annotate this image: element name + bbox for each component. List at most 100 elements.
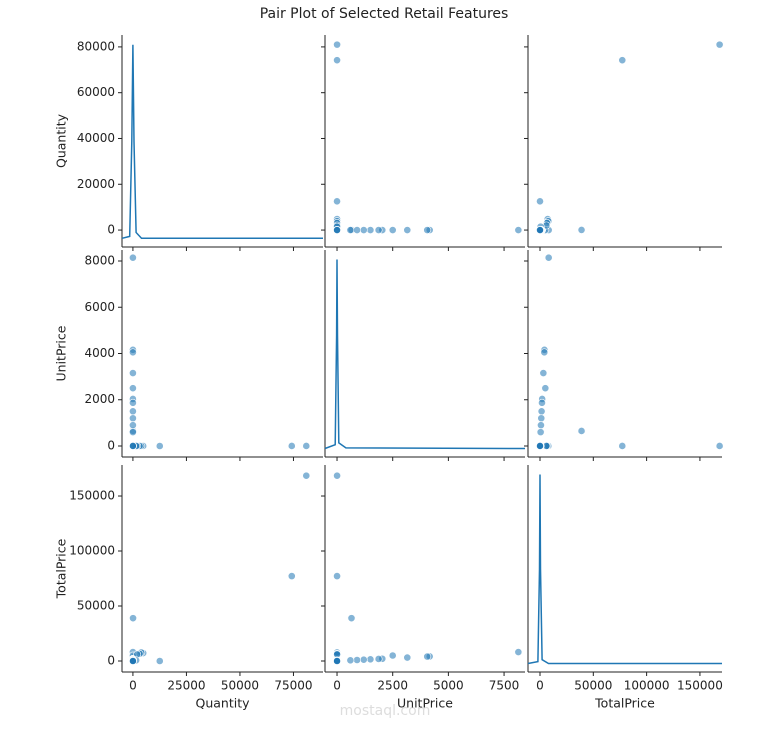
y-tick-label: 0 bbox=[107, 223, 115, 237]
scatter-point bbox=[536, 226, 544, 234]
x-tick-label: 25000 bbox=[167, 679, 205, 693]
scatter-point bbox=[715, 442, 724, 450]
y-tick-label: 4000 bbox=[84, 346, 115, 360]
scatter-point bbox=[155, 442, 164, 450]
x-axis-label: UnitPrice bbox=[397, 696, 453, 711]
kde-line bbox=[324, 259, 526, 450]
scatter-point bbox=[333, 657, 341, 665]
scatter-point bbox=[333, 197, 341, 206]
x-tick-label: 50000 bbox=[221, 679, 259, 693]
scatter-point bbox=[346, 226, 355, 234]
x-tick-label: 2500 bbox=[377, 679, 408, 693]
y-tick-label: 150000 bbox=[69, 489, 115, 503]
x-axis-label: TotalPrice bbox=[594, 696, 655, 711]
x-tick-label: 100000 bbox=[624, 679, 670, 693]
y-tick-label: 100000 bbox=[69, 544, 115, 558]
scatter-point bbox=[544, 253, 553, 262]
x-tick-label: 5000 bbox=[433, 679, 464, 693]
scatter-point bbox=[537, 414, 546, 423]
y-tick-label: 0 bbox=[107, 438, 115, 452]
scatter-point bbox=[403, 653, 412, 662]
scatter-point bbox=[287, 442, 296, 450]
scatter-point bbox=[715, 40, 724, 49]
scatter-point bbox=[129, 414, 137, 423]
x-tick-label: 0 bbox=[129, 679, 137, 693]
scatter-point bbox=[536, 428, 545, 437]
y-tick-label: 20000 bbox=[77, 177, 115, 191]
x-tick-label: 75000 bbox=[274, 679, 312, 693]
scatter-point bbox=[129, 348, 137, 357]
scatter-point bbox=[537, 421, 545, 430]
scatter-point bbox=[359, 655, 368, 664]
y-axis-label: Quantity bbox=[54, 113, 69, 168]
y-tick-label: 0 bbox=[107, 654, 115, 668]
kde-line bbox=[527, 474, 722, 665]
scatter-point bbox=[540, 348, 549, 357]
scatter-point bbox=[333, 226, 341, 234]
scatter-point bbox=[577, 226, 586, 234]
x-tick-label: 0 bbox=[333, 679, 341, 693]
scatter-point bbox=[514, 226, 523, 234]
scatter-point bbox=[333, 40, 341, 49]
scatter-point bbox=[347, 614, 356, 623]
scatter-point bbox=[129, 421, 137, 430]
chart-title: Pair Plot of Selected Retail Features bbox=[260, 6, 509, 22]
scatter-point bbox=[333, 471, 341, 480]
scatter-point bbox=[538, 398, 546, 407]
y-tick-label: 60000 bbox=[77, 85, 115, 99]
scatter-point bbox=[366, 655, 375, 664]
scatter-point bbox=[129, 657, 137, 665]
scatter-point bbox=[423, 226, 432, 234]
y-axis-label: TotalPrice bbox=[54, 538, 69, 599]
scatter-point bbox=[302, 442, 311, 450]
scatter-point bbox=[129, 398, 137, 407]
scatter-point bbox=[129, 407, 137, 416]
y-tick-label: 6000 bbox=[84, 300, 115, 314]
scatter-point bbox=[539, 369, 548, 377]
scatter-point bbox=[333, 56, 341, 65]
scatter-point bbox=[541, 384, 550, 393]
scatter-point bbox=[536, 442, 544, 450]
scatter-point bbox=[346, 656, 355, 665]
scatter-point bbox=[129, 614, 137, 623]
scatter-point bbox=[302, 471, 311, 480]
scatter-point bbox=[129, 428, 137, 437]
scatter-point bbox=[374, 655, 383, 663]
scatter-point bbox=[353, 656, 361, 664]
scatter-point bbox=[359, 226, 368, 234]
scatter-point bbox=[514, 648, 523, 656]
y-tick-label: 80000 bbox=[77, 39, 115, 53]
scatter-point bbox=[388, 226, 397, 234]
scatter-point bbox=[129, 253, 137, 262]
x-tick-label: 150000 bbox=[677, 679, 723, 693]
scatter-point bbox=[155, 657, 164, 665]
scatter-point bbox=[423, 652, 432, 661]
scatter-point bbox=[577, 427, 586, 435]
scatter-point bbox=[366, 226, 375, 234]
y-tick-label: 50000 bbox=[77, 599, 115, 613]
scatter-point bbox=[403, 226, 412, 234]
scatter-point bbox=[618, 442, 627, 450]
scatter-point bbox=[287, 572, 296, 581]
watermark: mostaql.com bbox=[340, 703, 431, 719]
scatter-point bbox=[129, 442, 137, 450]
x-tick-label: 50000 bbox=[574, 679, 612, 693]
kde-line bbox=[121, 44, 323, 240]
scatter-point bbox=[129, 384, 137, 393]
scatter-point bbox=[353, 226, 361, 234]
scatter-point bbox=[618, 56, 627, 65]
scatter-point bbox=[388, 651, 397, 660]
scatter-point bbox=[537, 407, 546, 416]
scatter-point bbox=[536, 197, 544, 206]
y-tick-label: 40000 bbox=[77, 131, 115, 145]
y-axis-label: UnitPrice bbox=[54, 325, 69, 381]
scatter-point bbox=[129, 369, 137, 377]
x-tick-label: 7500 bbox=[489, 679, 520, 693]
scatter-point bbox=[333, 572, 341, 581]
x-axis-label: Quantity bbox=[195, 696, 250, 711]
y-tick-label: 8000 bbox=[84, 254, 115, 268]
y-tick-label: 2000 bbox=[84, 392, 115, 406]
x-tick-label: 0 bbox=[536, 679, 544, 693]
scatter-point bbox=[374, 226, 383, 234]
